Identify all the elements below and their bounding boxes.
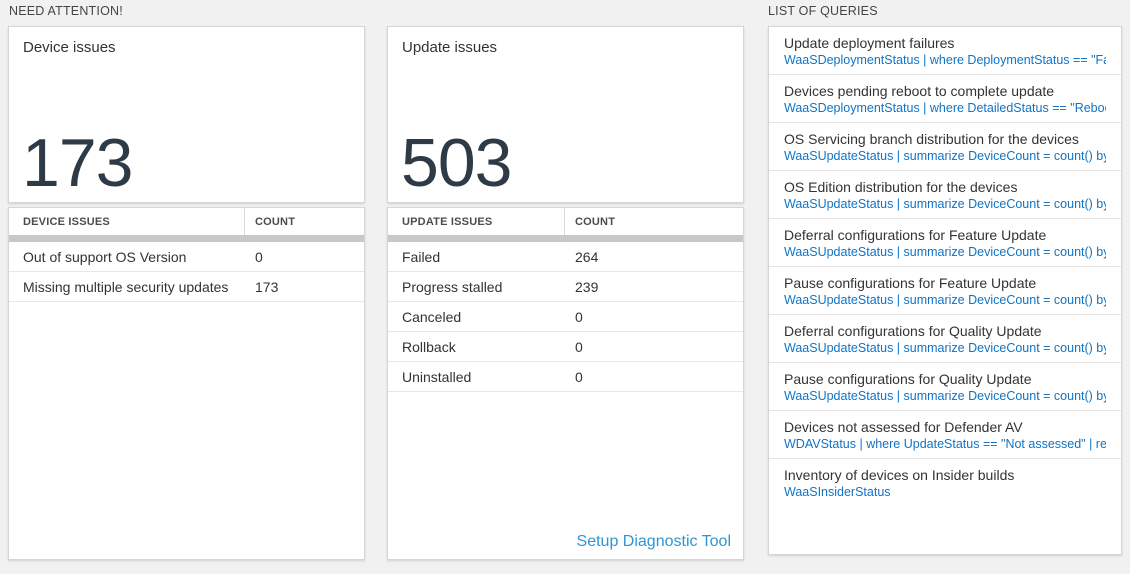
update-issues-rows: Failed 264 Progress stalled 239 Canceled… xyxy=(388,242,743,392)
issue-label: Missing multiple security updates xyxy=(23,278,229,295)
query-title: Deferral configurations for Feature Upda… xyxy=(784,227,1047,243)
query-list: Update deployment failures WaaSDeploymen… xyxy=(769,27,1121,506)
query-text: WaaSUpdateStatus | summarize DeviceCount… xyxy=(784,389,1106,403)
query-list-item[interactable]: Deferral configurations for Feature Upda… xyxy=(769,219,1121,267)
issue-label: Failed xyxy=(402,248,441,265)
issue-count: 239 xyxy=(575,278,599,295)
query-text: WaaSUpdateStatus | summarize DeviceCount… xyxy=(784,341,1106,355)
issue-label: Rollback xyxy=(402,338,456,355)
header-divider-bar xyxy=(388,235,743,242)
query-text: WaaSUpdateStatus | summarize DeviceCount… xyxy=(784,149,1106,163)
query-list-item[interactable]: Devices pending reboot to complete updat… xyxy=(769,75,1121,123)
table-row[interactable]: Progress stalled 239 xyxy=(388,272,743,302)
query-list-item[interactable]: Update deployment failures WaaSDeploymen… xyxy=(769,27,1121,75)
table-row[interactable]: Canceled 0 xyxy=(388,302,743,332)
query-text: WaaSUpdateStatus | summarize DeviceCount… xyxy=(784,293,1106,307)
device-issues-tile[interactable]: Device issues 173 xyxy=(8,26,365,203)
query-title: Inventory of devices on Insider builds xyxy=(784,467,1015,483)
query-title: Devices pending reboot to complete updat… xyxy=(784,83,1055,99)
issue-label: Uninstalled xyxy=(402,368,472,385)
issue-label: Progress stalled xyxy=(402,278,503,295)
update-issues-tile-title: Update issues xyxy=(402,39,498,56)
query-text: WaaSInsiderStatus xyxy=(784,485,891,499)
update-issues-table-header: UPDATE ISSUES COUNT xyxy=(388,208,743,235)
query-text: WaaSUpdateStatus | summarize DeviceCount… xyxy=(784,197,1106,211)
issue-label: Out of support OS Version xyxy=(23,248,187,265)
query-list-item[interactable]: Pause configurations for Quality Update … xyxy=(769,363,1121,411)
setup-diagnostic-tool-link[interactable]: Setup Diagnostic Tool xyxy=(576,533,731,550)
issue-count: 264 xyxy=(575,248,599,265)
issue-count: 0 xyxy=(575,308,583,325)
count-column-header: COUNT xyxy=(575,215,616,228)
query-title: OS Servicing branch distribution for the… xyxy=(784,131,1079,147)
query-text: WaaSDeploymentStatus | where DeploymentS… xyxy=(784,53,1106,67)
update-issues-count: 503 xyxy=(401,124,512,201)
query-title: Pause configurations for Feature Update xyxy=(784,275,1037,291)
update-issues-table: UPDATE ISSUES COUNT Failed 264 Progress … xyxy=(387,207,744,560)
query-text: WaaSUpdateStatus | summarize DeviceCount… xyxy=(784,245,1106,259)
table-row[interactable]: Uninstalled 0 xyxy=(388,362,743,392)
table-row[interactable]: Out of support OS Version 0 xyxy=(9,242,364,272)
query-title: Deferral configurations for Quality Upda… xyxy=(784,323,1042,339)
issue-count: 173 xyxy=(255,278,279,295)
device-issues-column-header: DEVICE ISSUES xyxy=(9,208,245,235)
list-of-queries-section-header: LIST OF QUERIES xyxy=(768,4,878,18)
count-column-header: COUNT xyxy=(255,215,296,228)
table-row[interactable]: Failed 264 xyxy=(388,242,743,272)
device-issues-table-header: DEVICE ISSUES COUNT xyxy=(9,208,364,235)
query-text: WDAVStatus | where UpdateStatus == "Not … xyxy=(784,437,1106,451)
device-issues-table: DEVICE ISSUES COUNT Out of support OS Ve… xyxy=(8,207,365,560)
query-list-item[interactable]: OS Servicing branch distribution for the… xyxy=(769,123,1121,171)
query-title: OS Edition distribution for the devices xyxy=(784,179,1018,195)
query-title: Devices not assessed for Defender AV xyxy=(784,419,1023,435)
issue-count: 0 xyxy=(575,368,583,385)
update-issues-column-header: UPDATE ISSUES xyxy=(388,208,565,235)
device-issues-rows: Out of support OS Version 0 Missing mult… xyxy=(9,242,364,302)
update-issues-tile[interactable]: Update issues 503 xyxy=(387,26,744,203)
issue-label: Canceled xyxy=(402,308,462,325)
query-list-item[interactable]: Pause configurations for Feature Update … xyxy=(769,267,1121,315)
device-issues-tile-title: Device issues xyxy=(23,39,116,56)
query-list-item[interactable]: Inventory of devices on Insider builds W… xyxy=(769,459,1121,506)
list-of-queries-panel: Update deployment failures WaaSDeploymen… xyxy=(768,26,1122,555)
query-list-item[interactable]: Devices not assessed for Defender AV WDA… xyxy=(769,411,1121,459)
issue-count: 0 xyxy=(575,338,583,355)
query-text: WaaSDeploymentStatus | where DetailedSta… xyxy=(784,101,1106,115)
query-list-item[interactable]: Deferral configurations for Quality Upda… xyxy=(769,315,1121,363)
need-attention-section-header: NEED ATTENTION! xyxy=(9,4,123,18)
query-title: Update deployment failures xyxy=(784,35,955,51)
query-list-item[interactable]: OS Edition distribution for the devices … xyxy=(769,171,1121,219)
table-row[interactable]: Missing multiple security updates 173 xyxy=(9,272,364,302)
device-issues-count: 173 xyxy=(22,124,133,201)
issue-count: 0 xyxy=(255,248,263,265)
header-divider-bar xyxy=(9,235,364,242)
query-title: Pause configurations for Quality Update xyxy=(784,371,1032,387)
table-row[interactable]: Rollback 0 xyxy=(388,332,743,362)
